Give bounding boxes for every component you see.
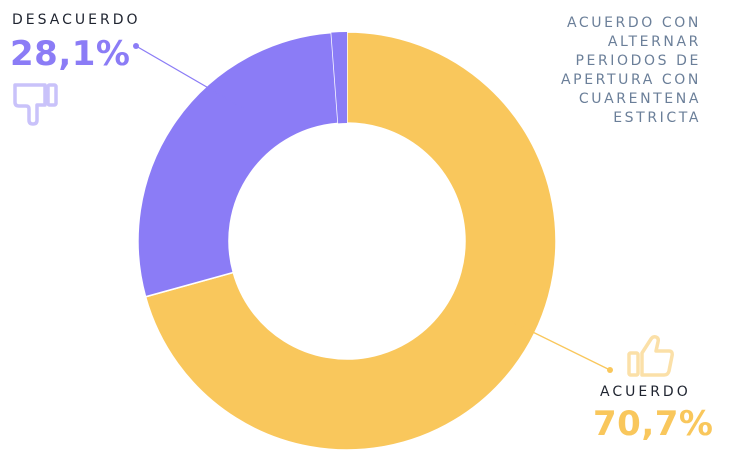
disagree-leader-dot [133, 43, 139, 49]
agree-leader-line [497, 314, 611, 371]
title-line: APERTURA CON [560, 72, 701, 88]
disagree-category-label: DESACUERDO [12, 12, 141, 28]
donut-slice-acuerdo [144, 31, 557, 451]
disagree-leader-line [135, 45, 244, 109]
title-line: PERIODOS DE [575, 53, 701, 69]
agree-category-label: ACUERDO [600, 384, 691, 400]
donut-slices [137, 31, 557, 451]
agree-percentage: 70,7% [593, 404, 714, 444]
donut-slice-desacuerdo [137, 31, 339, 298]
donut-slice-remainder [331, 32, 347, 124]
thumbs-up-icon [626, 334, 676, 383]
agree-leader-dot [607, 367, 613, 373]
title-line: ACUERDO CON [566, 15, 701, 31]
title-line: ALTERNAR [607, 34, 701, 50]
thumbs-down-icon [12, 82, 60, 131]
title-line: CUARENTENA [578, 91, 701, 107]
disagree-percentage: 28,1% [10, 34, 131, 74]
title-line: ESTRICTA [613, 110, 701, 126]
chart-title: ACUERDO CON ALTERNAR PERIODOS DE APERTUR… [561, 14, 701, 128]
